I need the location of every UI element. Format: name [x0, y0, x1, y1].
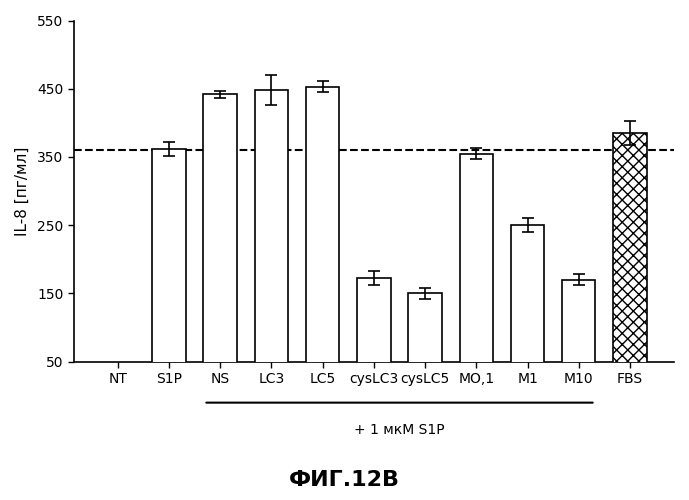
Bar: [255, 90, 288, 396]
Text: ФИГ.12В: ФИГ.12В: [289, 470, 400, 490]
Text: + 1 мкМ S1P: + 1 мкМ S1P: [354, 423, 445, 437]
Bar: [152, 149, 185, 396]
Bar: [306, 86, 339, 396]
Y-axis label: IL-8 [пг/мл]: IL-8 [пг/мл]: [15, 146, 30, 236]
Bar: [511, 225, 544, 396]
Bar: [409, 294, 442, 396]
Bar: [562, 280, 595, 396]
Bar: [203, 94, 237, 396]
Bar: [613, 133, 647, 396]
Bar: [357, 278, 391, 396]
Bar: [460, 154, 493, 396]
